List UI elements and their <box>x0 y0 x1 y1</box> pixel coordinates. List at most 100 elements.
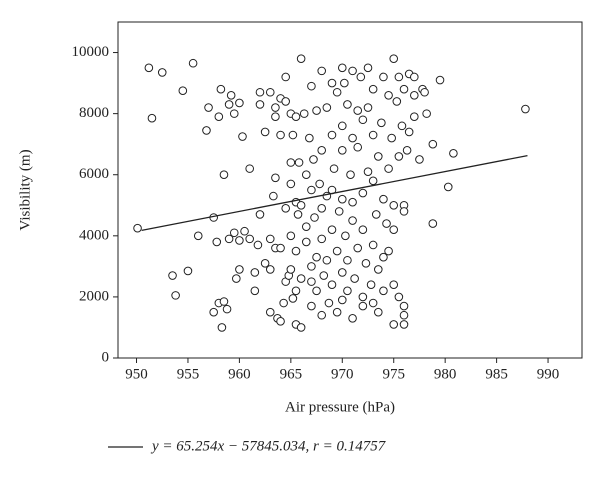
point <box>389 54 399 63</box>
point <box>276 317 285 326</box>
point <box>317 145 327 155</box>
point <box>358 188 368 198</box>
point <box>350 274 359 283</box>
x-tick-label: 975 <box>382 366 405 382</box>
point <box>327 130 337 140</box>
y-tick-label: 0 <box>102 349 110 365</box>
point <box>324 298 334 308</box>
point <box>286 158 296 167</box>
point <box>373 307 383 317</box>
point <box>317 310 327 320</box>
point <box>410 91 419 100</box>
point <box>312 252 321 262</box>
point <box>428 139 438 149</box>
point <box>322 103 332 112</box>
point <box>366 280 376 289</box>
point <box>296 323 306 332</box>
point <box>293 210 303 219</box>
point <box>183 266 193 276</box>
point <box>255 100 265 109</box>
point <box>294 158 304 167</box>
point <box>276 243 285 253</box>
point <box>260 127 270 137</box>
point <box>332 307 342 317</box>
y-tick-label: 8000 <box>79 105 109 121</box>
point <box>341 231 350 241</box>
point <box>271 173 280 183</box>
y-tick-label: 6000 <box>79 166 109 182</box>
x-tick-label: 990 <box>537 366 560 382</box>
point <box>299 109 309 118</box>
point <box>353 142 363 152</box>
x-tick-label: 980 <box>434 366 457 382</box>
point <box>343 286 352 296</box>
x-tick-label: 955 <box>177 366 200 382</box>
point <box>229 109 239 118</box>
point <box>307 262 316 271</box>
point <box>255 87 265 97</box>
point <box>235 236 244 245</box>
point <box>269 191 278 201</box>
point <box>332 246 342 256</box>
point <box>346 170 355 180</box>
point <box>348 66 357 76</box>
y-tick-label: 2000 <box>79 288 109 304</box>
point <box>307 301 316 311</box>
point <box>389 280 399 289</box>
point <box>312 286 321 296</box>
point <box>337 145 347 155</box>
point <box>209 307 218 317</box>
point <box>394 292 404 302</box>
point <box>301 237 311 247</box>
point <box>389 225 399 235</box>
point <box>358 225 368 235</box>
point <box>317 204 327 213</box>
point <box>363 63 373 73</box>
fit-line <box>141 154 528 231</box>
point <box>399 84 409 94</box>
point <box>281 204 290 213</box>
point <box>399 320 409 329</box>
point <box>394 152 404 161</box>
point <box>253 240 263 250</box>
point <box>317 66 327 76</box>
point <box>337 63 347 73</box>
x-axis-label: Air pressure (hPa) <box>285 399 395 415</box>
point <box>281 97 290 106</box>
point <box>353 106 363 115</box>
point <box>286 231 296 241</box>
point <box>305 133 314 143</box>
point <box>265 234 275 244</box>
x-tick-label: 965 <box>280 366 303 382</box>
point <box>363 103 373 112</box>
point <box>202 126 211 135</box>
point <box>361 259 371 268</box>
point <box>245 234 254 244</box>
point <box>279 298 288 308</box>
point <box>332 87 342 97</box>
point <box>373 152 383 161</box>
point <box>235 265 244 274</box>
point <box>307 185 316 195</box>
point <box>337 295 347 305</box>
point <box>296 54 306 63</box>
point <box>382 219 391 228</box>
point <box>327 225 337 235</box>
point <box>260 259 270 268</box>
point <box>219 297 229 306</box>
point <box>310 213 319 222</box>
plot-frame <box>117 21 583 359</box>
point <box>428 219 438 228</box>
point <box>327 280 337 289</box>
point <box>358 292 368 302</box>
point <box>235 98 244 108</box>
point <box>337 194 347 204</box>
y-axis-label: Visibility (m) <box>17 149 33 230</box>
point <box>415 155 424 164</box>
point <box>188 58 198 68</box>
point <box>399 207 409 216</box>
point <box>240 226 249 236</box>
point <box>291 246 301 256</box>
point <box>307 81 316 91</box>
